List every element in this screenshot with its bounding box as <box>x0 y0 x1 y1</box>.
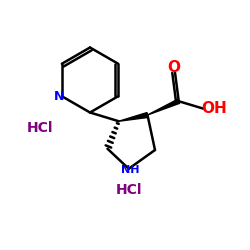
Text: NH: NH <box>121 165 139 175</box>
Polygon shape <box>119 112 148 121</box>
Text: HCl: HCl <box>27 120 53 134</box>
Text: HCl: HCl <box>116 183 142 197</box>
Polygon shape <box>148 99 180 115</box>
Text: N: N <box>54 90 64 103</box>
Text: OH: OH <box>202 101 227 116</box>
Text: O: O <box>167 60 180 75</box>
